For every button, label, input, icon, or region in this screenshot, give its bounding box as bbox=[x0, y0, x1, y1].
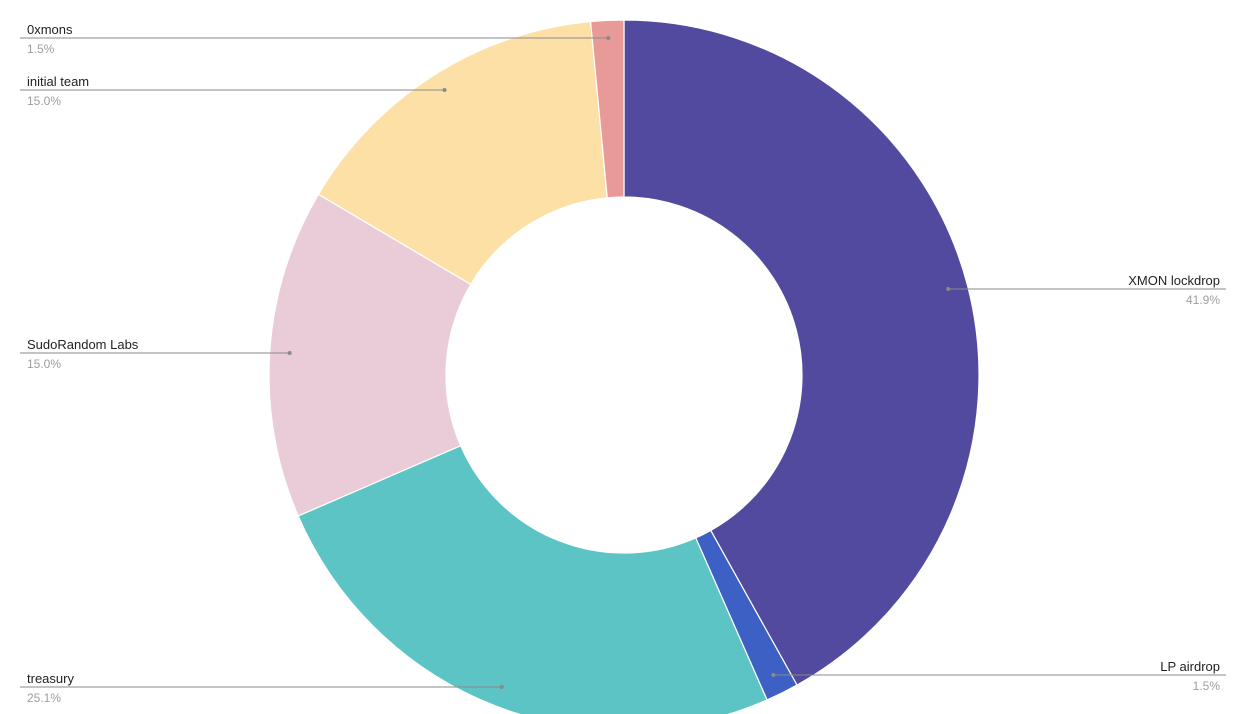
callout-dot-treasury bbox=[499, 685, 504, 689]
slice-value-lp-airdrop: 1.5% bbox=[1193, 679, 1221, 693]
slice-label-0xmons: 0xmons bbox=[27, 22, 73, 37]
callout-dot-0xmons bbox=[606, 36, 611, 40]
callout-dot-initial-team bbox=[442, 88, 447, 92]
slice-initial-team[interactable] bbox=[317, 20, 608, 286]
slice-0xmons[interactable] bbox=[589, 19, 625, 199]
slices-group bbox=[268, 19, 980, 714]
slice-value-initial-team: 15.0% bbox=[27, 94, 61, 108]
slice-treasury[interactable] bbox=[297, 444, 768, 714]
slice-value-treasury: 25.1% bbox=[27, 691, 61, 705]
slice-label-sudorandom-labs: SudoRandom Labs bbox=[27, 337, 139, 352]
slice-value-xmon-lockdrop: 41.9% bbox=[1186, 293, 1220, 307]
slice-label-initial-team: initial team bbox=[27, 74, 89, 89]
callouts-group: XMON lockdrop 41.9% LP airdrop 1.5% treasury… bbox=[20, 22, 1226, 705]
slice-label-xmon-lockdrop: XMON lockdrop bbox=[1128, 273, 1220, 288]
callout-dot-sudorandom-labs bbox=[287, 351, 292, 355]
slice-label-treasury: treasury bbox=[27, 671, 74, 686]
slice-xmon-lockdrop[interactable] bbox=[623, 19, 980, 686]
slice-label-lp-airdrop: LP airdrop bbox=[1160, 659, 1220, 674]
slice-value-0xmons: 1.5% bbox=[27, 42, 55, 56]
callout-dot-lp-airdrop bbox=[771, 673, 776, 677]
slice-sudorandom-labs[interactable] bbox=[268, 193, 472, 517]
callout-dot-xmon-lockdrop bbox=[946, 287, 951, 291]
slice-value-sudorandom-labs: 15.0% bbox=[27, 357, 61, 371]
